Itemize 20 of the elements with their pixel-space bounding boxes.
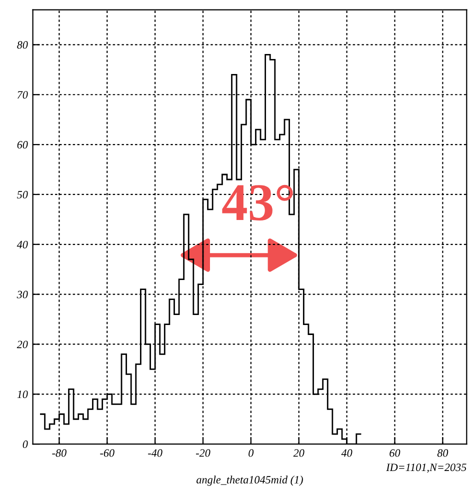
x-axis-title: angle_theta1045mid (1) bbox=[196, 476, 303, 486]
y-tick-label: 80 bbox=[17, 41, 28, 49]
y-tick-label: 60 bbox=[17, 141, 28, 149]
text: ID=1101,N=2035 bbox=[386, 464, 466, 473]
x-tick-label: -40 bbox=[148, 449, 162, 457]
x-tick-label: -80 bbox=[52, 449, 66, 457]
x-tick-label: -20 bbox=[196, 449, 210, 457]
y-tick-label: 20 bbox=[16, 340, 28, 348]
x-tick-label: 0 bbox=[248, 449, 254, 457]
y-tick-label: 70 bbox=[18, 91, 28, 99]
x-tick-label: 40 bbox=[341, 449, 352, 457]
x-tick-label: -60 bbox=[100, 449, 114, 457]
y-tick-label: 50 bbox=[17, 190, 28, 198]
y-tick-label: 0 bbox=[22, 440, 28, 448]
x-tick-label: 80 bbox=[437, 449, 448, 457]
x-tick-label: 60 bbox=[390, 449, 400, 457]
x-tick-label: 20 bbox=[293, 449, 304, 457]
y-tick-label: 40 bbox=[16, 240, 28, 248]
y-tick-label: 30 bbox=[16, 290, 28, 298]
y-tick-label: 10 bbox=[17, 390, 28, 398]
